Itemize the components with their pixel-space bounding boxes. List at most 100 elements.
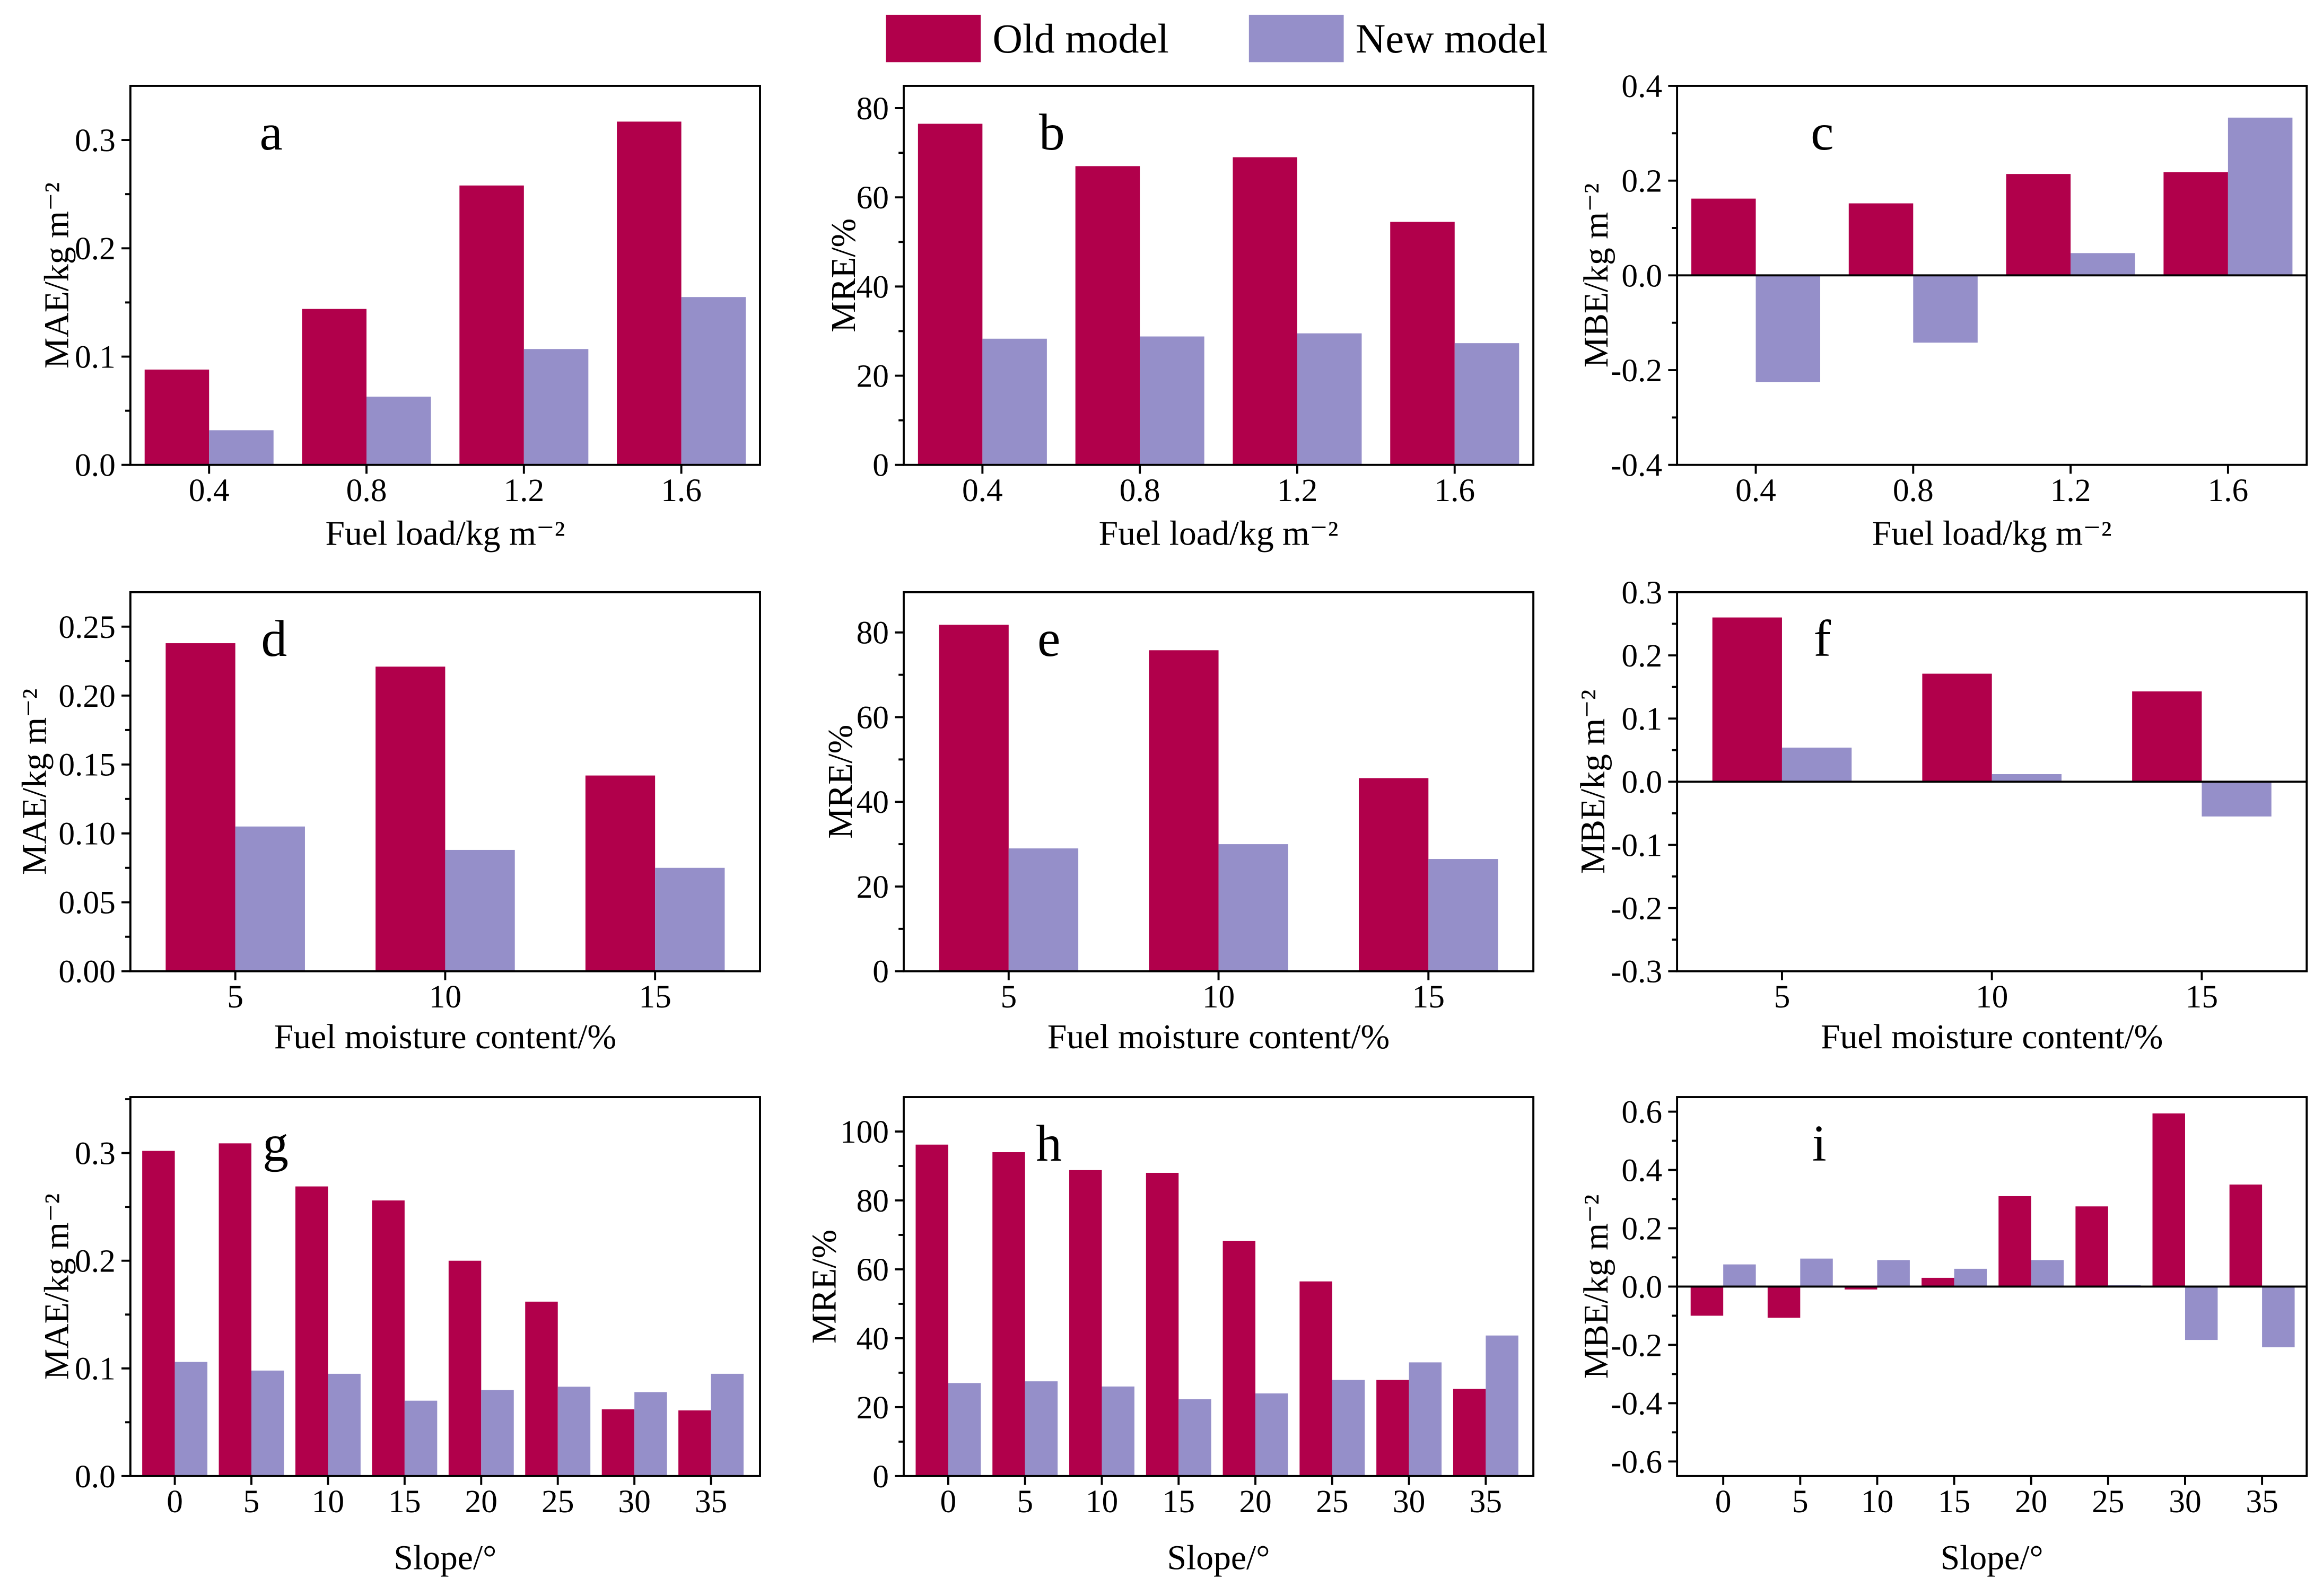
xlabel-d: Fuel moisture content/% xyxy=(274,1018,616,1056)
xtick-label-f-5: 5 xyxy=(1774,979,1791,1015)
bar-g-old-model-30 xyxy=(601,1409,635,1476)
ytick-label-f-0: -0.3 xyxy=(1611,954,1662,990)
bar-h-old-model-30 xyxy=(1376,1380,1409,1476)
bar-f-new-model-5 xyxy=(1781,747,1852,782)
xtick-label-i-30: 30 xyxy=(2169,1484,2201,1520)
ytick-label-i-6: 0.6 xyxy=(1621,1094,1662,1130)
bar-a-new-model-1-2 xyxy=(523,349,589,465)
xtick-label-g-25: 25 xyxy=(542,1484,574,1520)
ytick-label-a-2: 0.2 xyxy=(75,231,116,267)
ytick-label-h-2: 40 xyxy=(857,1321,889,1357)
bar-b-old-model-1-6 xyxy=(1390,222,1455,465)
bar-g-new-model-15 xyxy=(404,1400,438,1476)
xtick-label-h-25: 25 xyxy=(1316,1484,1348,1520)
bar-d-old-model-5 xyxy=(165,643,235,971)
bar-e-new-model-10 xyxy=(1218,844,1288,971)
xtick-label-e-10: 10 xyxy=(1202,979,1235,1015)
xlabel-i: Slope/° xyxy=(1941,1539,2043,1577)
bar-a-old-model-0-4 xyxy=(144,370,209,465)
bar-g-new-model-5 xyxy=(251,1370,284,1476)
xtick-label-a-0-8: 0.8 xyxy=(346,472,387,508)
ytick-label-b-1: 20 xyxy=(857,358,889,394)
bar-i-old-model-0 xyxy=(1690,1286,1724,1316)
bar-i-old-model-15 xyxy=(1922,1277,1954,1287)
ylabel-i: MBE/kg m⁻² xyxy=(1577,1195,1615,1379)
ytick-label-e-4: 80 xyxy=(857,615,889,651)
ytick-label-d-4: 0.20 xyxy=(58,678,116,714)
xtick-label-h-10: 10 xyxy=(1086,1484,1118,1520)
xlabel-a: Fuel load/kg m⁻² xyxy=(326,515,565,553)
bar-c-old-model-1-2 xyxy=(2006,174,2071,276)
xtick-label-b-1-6: 1.6 xyxy=(1434,472,1475,508)
bar-g-old-model-25 xyxy=(525,1301,558,1476)
panel-g: 0.0 0.1 0.2 0.3 0 5 10 15 20 25 30 35 g Slope/° MAE/kg… xyxy=(38,1096,761,1577)
bar-f-old-model-10 xyxy=(1922,673,1992,782)
bar-c-old-model-0-4 xyxy=(1691,198,1756,276)
bar-h-old-model-25 xyxy=(1299,1281,1332,1476)
bar-c-new-model-0-4 xyxy=(1756,275,1821,382)
ylabel-e: MRE/% xyxy=(822,725,860,839)
bar-d-new-model-15 xyxy=(655,867,725,971)
xlabel-e: Fuel moisture content/% xyxy=(1047,1018,1390,1056)
xtick-label-c-0-4: 0.4 xyxy=(1735,472,1776,508)
ytick-label-c-1: -0.2 xyxy=(1611,353,1662,389)
bar-f-old-model-15 xyxy=(2132,691,2202,782)
plot-frame-a xyxy=(129,84,761,466)
bar-i-new-model-20 xyxy=(2031,1260,2064,1287)
ytick-label-b-4: 80 xyxy=(857,91,889,127)
bars-h xyxy=(915,1144,1518,1476)
bar-a-new-model-0-8 xyxy=(366,397,431,465)
bar-h-new-model-25 xyxy=(1332,1380,1365,1476)
ylabel-b: MRE/% xyxy=(825,218,863,332)
ytick-label-f-1: -0.2 xyxy=(1611,890,1662,926)
ytick-label-h-5: 100 xyxy=(840,1114,889,1150)
bar-a-new-model-1-6 xyxy=(681,297,746,465)
bar-d-old-model-15 xyxy=(585,775,656,971)
bar-h-old-model-35 xyxy=(1453,1389,1486,1476)
bar-f-old-model-5 xyxy=(1712,617,1782,782)
bar-f-new-model-15 xyxy=(2202,782,2272,817)
panel-f: -0.3 -0.2 -0.1 0.0 0.1 0.2 0.3 5 10 15 f Fuel moist… xyxy=(1574,575,2308,1056)
bar-h-new-model-15 xyxy=(1178,1399,1211,1476)
xlabel-g: Slope/° xyxy=(394,1539,496,1577)
xtick-label-i-10: 10 xyxy=(1861,1484,1893,1520)
bar-h-old-model-0 xyxy=(915,1144,948,1476)
ytick-label-f-5: 0.2 xyxy=(1621,638,1662,674)
bar-h-new-model-35 xyxy=(1486,1335,1518,1476)
panel-label-d: d xyxy=(261,610,287,668)
plot-frame-b xyxy=(902,84,1535,466)
bar-b-new-model-1-6 xyxy=(1454,343,1519,465)
bar-i-old-model-30 xyxy=(2152,1113,2185,1287)
panel-label-i: i xyxy=(1812,1115,1827,1172)
xlabel-h: Slope/° xyxy=(1167,1539,1270,1577)
xtick-label-g-5: 5 xyxy=(243,1484,260,1520)
ytick-label-h-4: 80 xyxy=(857,1183,889,1219)
bar-h-new-model-0 xyxy=(948,1383,981,1476)
xtick-label-a-1-2: 1.2 xyxy=(503,472,544,508)
xtick-label-b-0-4: 0.4 xyxy=(962,472,1003,508)
bars-i xyxy=(1690,1113,2295,1347)
xtick-label-d-5: 5 xyxy=(227,979,243,1015)
bar-h-new-model-10 xyxy=(1102,1386,1134,1476)
legend-label-new-model: New model xyxy=(1356,15,1548,62)
ytick-label-a-0: 0.0 xyxy=(75,448,116,484)
ytick-label-d-0: 0.00 xyxy=(58,954,116,990)
bar-b-new-model-1-2 xyxy=(1297,333,1362,465)
xlabel-f: Fuel moisture content/% xyxy=(1821,1018,2163,1056)
xtick-label-i-0: 0 xyxy=(1715,1484,1732,1520)
xtick-label-g-20: 20 xyxy=(465,1484,497,1520)
panel-e: 0 20 40 60 80 5 10 15 e Fuel moisture content/% MR… xyxy=(822,591,1535,1056)
bar-a-old-model-0-8 xyxy=(302,309,367,465)
legend-swatch-new-model xyxy=(1248,14,1344,63)
xtick-label-h-35: 35 xyxy=(1470,1484,1502,1520)
xtick-label-e-5: 5 xyxy=(1000,979,1017,1015)
ylabel-a: MAE/kg m⁻² xyxy=(38,182,76,369)
xtick-label-c-0-8: 0.8 xyxy=(1893,472,1934,508)
bar-a-new-model-0-4 xyxy=(209,430,274,465)
bar-i-new-model-15 xyxy=(1954,1268,1987,1287)
ytick-label-g-1: 0.1 xyxy=(75,1351,116,1387)
xtick-label-d-10: 10 xyxy=(429,979,461,1015)
ytick-label-g-3: 0.3 xyxy=(75,1136,116,1172)
bar-g-new-model-20 xyxy=(481,1390,514,1476)
xlabel-b: Fuel load/kg m⁻² xyxy=(1099,515,1339,553)
